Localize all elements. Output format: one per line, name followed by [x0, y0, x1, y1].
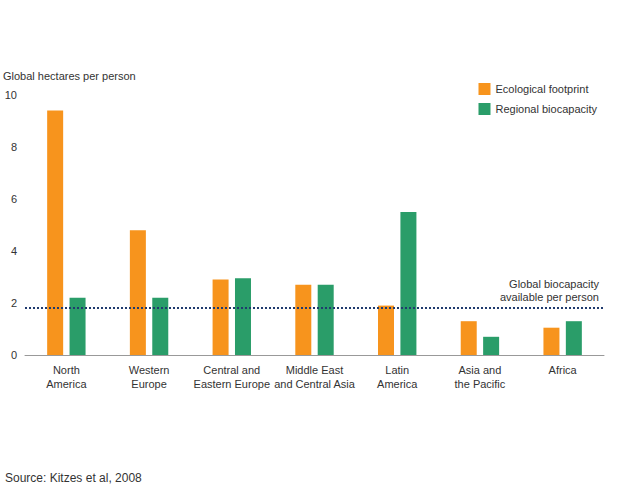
svg-text:Europe: Europe — [131, 378, 166, 390]
svg-text:0: 0 — [11, 349, 17, 361]
svg-text:Source: Kitzes et al, 2008: Source: Kitzes et al, 2008 — [5, 471, 142, 485]
svg-text:8: 8 — [11, 141, 17, 153]
svg-text:America: America — [46, 378, 87, 390]
svg-text:Africa: Africa — [549, 364, 578, 376]
svg-text:Western: Western — [129, 364, 170, 376]
svg-text:Global biocapacity: Global biocapacity — [509, 278, 599, 290]
svg-text:the Pacific: the Pacific — [455, 378, 506, 390]
svg-text:Global hectares per person: Global hectares per person — [3, 70, 136, 82]
svg-text:6: 6 — [11, 193, 17, 205]
svg-text:Eastern Europe: Eastern Europe — [194, 378, 270, 390]
svg-text:available per person: available per person — [500, 291, 599, 303]
svg-text:North: North — [53, 364, 80, 376]
svg-text:10: 10 — [5, 89, 17, 101]
svg-text:Central and: Central and — [203, 364, 260, 376]
svg-text:4: 4 — [11, 245, 17, 257]
svg-text:America: America — [377, 378, 418, 390]
svg-text:Middle East: Middle East — [286, 364, 343, 376]
svg-text:Latin: Latin — [385, 364, 409, 376]
svg-text:Ecological footprint: Ecological footprint — [495, 83, 588, 95]
svg-text:Regional biocapacity: Regional biocapacity — [495, 103, 597, 115]
svg-text:2: 2 — [11, 297, 17, 309]
svg-text:and Central Asia: and Central Asia — [274, 378, 356, 390]
svg-text:Asia and: Asia and — [459, 364, 502, 376]
